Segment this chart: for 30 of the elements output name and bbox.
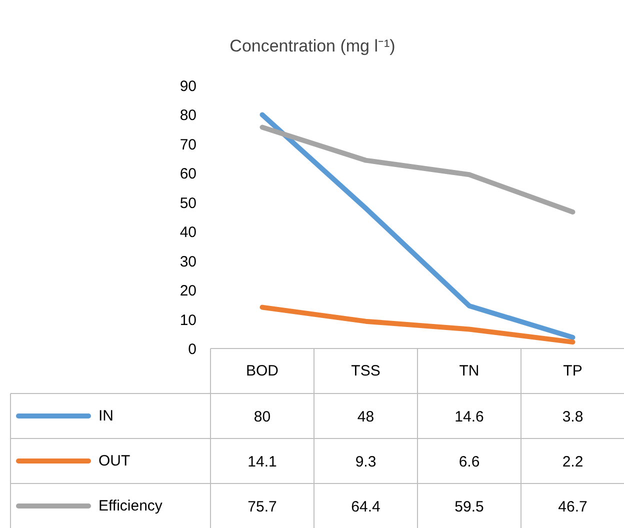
y-tick-label: 20 <box>180 282 197 300</box>
data-label: 80 <box>254 408 271 426</box>
x-tick-label: TSS <box>351 362 380 380</box>
y-tick-label: 0 <box>188 341 196 358</box>
y-tick-label: 90 <box>180 78 197 95</box>
data-label: 2.2 <box>562 454 584 470</box>
data-label: 46.7 <box>558 498 588 516</box>
y-tick-label: 70 <box>180 136 197 154</box>
data-label: 3.8 <box>562 408 584 426</box>
y-tick-label: 30 <box>180 253 197 270</box>
chart-title: Concentration (mg l⁻¹) <box>230 36 396 56</box>
data-label: 6.6 <box>458 454 480 470</box>
y-tick-label: 80 <box>180 107 197 124</box>
x-tick-label: TN <box>459 362 480 380</box>
legend-label: Efficiency <box>98 498 163 514</box>
y-tick-label: 50 <box>180 194 197 212</box>
data-label: 48 <box>357 408 374 426</box>
data-label: 9.3 <box>355 454 376 470</box>
legend-label: IN <box>98 408 114 424</box>
data-label: 14.6 <box>454 408 484 426</box>
y-tick-label: 10 <box>180 312 197 329</box>
y-tick-label: 60 <box>180 166 197 183</box>
data-label: 75.7 <box>248 498 277 516</box>
y-tick-label: 40 <box>180 224 197 242</box>
data-label: 64.4 <box>351 498 380 516</box>
legend-label: OUT <box>98 452 130 470</box>
x-tick-label: BOD <box>246 362 279 380</box>
data-label: 14.1 <box>248 454 277 470</box>
data-label: 59.5 <box>454 498 484 516</box>
x-tick-label: TP <box>563 362 582 380</box>
